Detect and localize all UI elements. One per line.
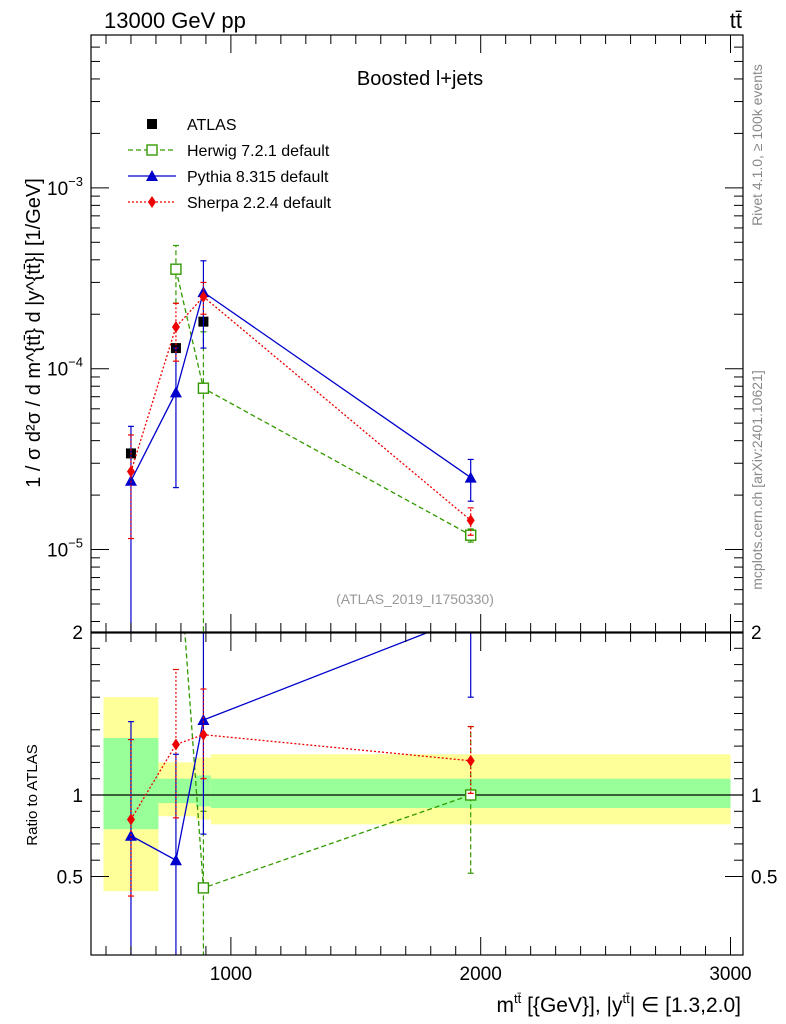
analysis-watermark: (ATLAS_2019_I1750330) bbox=[336, 591, 494, 607]
energy-label: 13000 GeV pp bbox=[104, 8, 246, 33]
ratio-pythia-point-marker bbox=[197, 714, 210, 726]
main-sherpa-point-marker bbox=[199, 290, 208, 303]
main-herwig-line bbox=[175, 269, 472, 536]
main-plot-frame bbox=[90, 34, 744, 633]
ratio-pythia-line bbox=[130, 633, 429, 862]
x-tick-label: 1000 bbox=[210, 964, 252, 985]
x-tick-label: 2000 bbox=[460, 964, 502, 985]
ratio-herwig-line bbox=[184, 633, 471, 889]
ratio-pythia-point-marker bbox=[169, 854, 182, 866]
legend-atlas-marker bbox=[147, 119, 157, 129]
ratio-herwig-point-marker bbox=[465, 789, 477, 801]
legend-sherpa-label: Sherpa 2.2.4 default bbox=[187, 195, 332, 212]
ratio-sherpa-point-marker bbox=[171, 738, 180, 751]
ratio-y-tick-label-left: 2 bbox=[72, 623, 83, 644]
legend-sherpa-marker bbox=[148, 196, 156, 208]
ratio-sherpa-point-marker bbox=[466, 754, 475, 767]
ratio-y-tick-label-right: 1 bbox=[751, 786, 762, 807]
ratio-y-axis-title: Ratio to ATLAS bbox=[24, 744, 41, 845]
main-pythia-line bbox=[130, 291, 472, 482]
x-tick-label: 3000 bbox=[709, 964, 751, 985]
legend-herwig-marker bbox=[146, 144, 158, 156]
main-sherpa-line bbox=[130, 295, 472, 521]
ratio-herwig-point-marker bbox=[197, 882, 210, 894]
main-sherpa-point-marker bbox=[126, 465, 135, 478]
main-pythia-point-marker bbox=[124, 474, 137, 486]
main-y-tick-label: 10−3 bbox=[47, 174, 83, 200]
ratio-sherpa-point-marker bbox=[199, 728, 208, 741]
main-pythia-point-marker bbox=[169, 386, 182, 398]
main-y-axis-title: 1 / σ d²σ / d m^{tt̄} d |y^{tt̄}| [1/GeV… bbox=[23, 178, 45, 488]
main-sherpa-point-marker bbox=[171, 321, 180, 334]
mcplots-label: mcplots.cern.ch [arXiv:2401.10621] bbox=[749, 370, 765, 589]
legend-atlas-label: ATLAS bbox=[187, 117, 237, 134]
ratio-herwig-point-marker bbox=[171, 505, 181, 515]
main-sherpa-point-marker bbox=[466, 514, 475, 527]
ratio-pythia-point-marker bbox=[465, 610, 477, 621]
ratio-y-tick-label-right: 0.5 bbox=[751, 868, 777, 889]
ratio-y-tick-label-left: 1 bbox=[72, 786, 83, 807]
main-herwig-point-marker bbox=[170, 263, 182, 275]
ratio-plot-frame bbox=[90, 632, 744, 956]
main-pythia-point-marker bbox=[464, 471, 477, 483]
main-herwig-point-marker bbox=[197, 382, 210, 394]
legend-pythia-marker bbox=[146, 170, 158, 181]
ratio-band-green bbox=[158, 778, 196, 804]
ratio-y-tick-label-right: 2 bbox=[751, 623, 762, 644]
legend-herwig-label: Herwig 7.2.1 default bbox=[187, 143, 330, 160]
rivet-version-label: Rivet 4.1.0, ≥ 100k events bbox=[749, 64, 765, 226]
main-y-tick-label: 10−5 bbox=[47, 536, 83, 562]
legend: ATLAS Herwig 7.2.1 default Pythia 8.315 de… bbox=[128, 117, 332, 212]
ratio-y-tick-label-left: 0.5 bbox=[57, 868, 83, 889]
ratio-sherpa-point-marker bbox=[126, 813, 135, 826]
legend-pythia-label: Pythia 8.315 default bbox=[187, 169, 329, 186]
process-label: tt̄ bbox=[730, 8, 742, 33]
x-axis-title: mtt̄ [{GeV}], |ytt̄| ∈ [1.3,2.0] bbox=[497, 991, 741, 1017]
plot-title: Boosted l+jets bbox=[357, 68, 483, 90]
main-y-tick-label: 10−4 bbox=[47, 355, 83, 381]
